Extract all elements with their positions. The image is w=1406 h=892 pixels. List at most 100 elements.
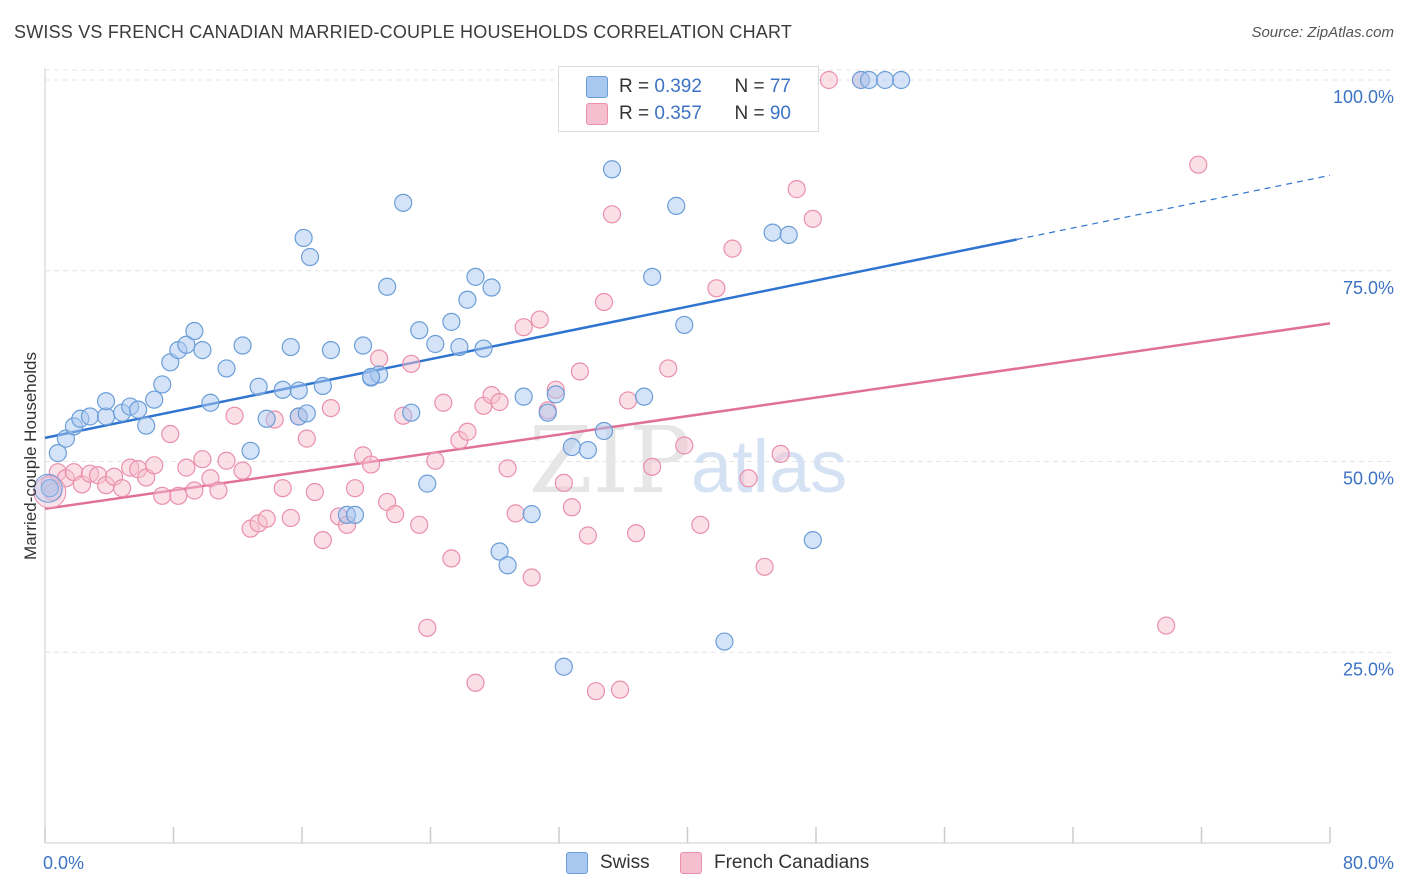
swiss-points <box>33 70 911 676</box>
french-canadians-point <box>562 498 581 517</box>
axes <box>44 68 1331 844</box>
swiss-point <box>675 315 694 335</box>
swiss-point <box>538 403 557 422</box>
french-canadians-point <box>723 239 742 258</box>
french-canadians-point <box>209 481 228 500</box>
french-canadians-point <box>490 392 509 412</box>
swiss-point <box>474 339 493 358</box>
swiss-swatch <box>566 852 588 874</box>
french-canadians-swatch <box>586 103 608 125</box>
swiss-point <box>361 367 381 386</box>
french-canadians-point <box>345 479 365 498</box>
r-value: 0.357 <box>654 103 702 124</box>
n-label: N = <box>734 76 770 97</box>
french-canadians-point <box>1189 155 1208 174</box>
french-canadians-point <box>691 515 710 534</box>
source-credit: Source: ZipAtlas.com <box>1251 24 1394 41</box>
swiss-point <box>193 341 212 360</box>
swiss-point <box>217 359 236 378</box>
swiss-point <box>426 334 445 354</box>
french-canadians-point <box>169 486 188 505</box>
swiss-point <box>514 387 533 406</box>
n-label: N = <box>734 103 770 124</box>
swiss-point <box>129 400 148 419</box>
legend-item-swiss[interactable]: Swiss <box>566 852 650 874</box>
french-canadians-point <box>193 450 212 469</box>
swiss-point <box>394 193 413 212</box>
swiss-point <box>803 530 822 550</box>
french-canadians-point <box>530 310 549 329</box>
swiss-point <box>418 474 437 493</box>
grid-lines <box>45 69 1394 653</box>
french-canadians-point <box>281 508 300 528</box>
french-canadians-point <box>626 524 646 543</box>
french-canadians-point <box>514 318 533 337</box>
y-tick-label: 100.0% <box>1333 87 1394 107</box>
french-canadians-point <box>273 479 292 498</box>
swiss-point <box>281 337 300 357</box>
swiss-point <box>273 380 292 399</box>
french-canadians-point <box>145 456 164 475</box>
swiss-point <box>482 278 501 297</box>
swiss-point <box>892 70 911 90</box>
french-canadians-point <box>185 481 204 500</box>
r-label: R = <box>619 76 655 97</box>
swiss-point <box>546 385 565 404</box>
swiss-point <box>294 228 313 248</box>
french-canadians-point <box>506 504 525 523</box>
swiss-point <box>345 505 365 525</box>
swiss-point <box>578 440 598 460</box>
chart-title: SWISS VS FRENCH CANADIAN MARRIED-COUPLE … <box>14 22 793 42</box>
tick-labels: 25.0% 50.0% 75.0% 100.0% 0.0% 80.0% <box>43 87 1394 873</box>
swiss-point <box>498 556 517 575</box>
swiss-point <box>466 267 485 286</box>
swiss-point <box>667 196 686 215</box>
swiss-point <box>313 376 332 396</box>
french-canadians-point <box>522 568 541 587</box>
x-tick-label: 80.0% <box>1343 853 1394 873</box>
french-canadians-point <box>1157 616 1176 635</box>
french-canadians-point <box>586 682 606 701</box>
y-tick-label: 50.0% <box>1343 469 1394 489</box>
french-canadians-point <box>217 451 236 470</box>
french-canadians-point <box>434 393 453 412</box>
swiss-point <box>137 416 156 435</box>
swiss-point <box>96 392 116 411</box>
swiss-point <box>490 542 509 561</box>
french-canadians-swatch <box>680 852 702 874</box>
x-tick-label: 0.0% <box>43 853 84 873</box>
french-canadians-point <box>426 451 445 470</box>
stats-legend: R = 0.392 N = 77 R = 0.357 N = 90 <box>558 66 819 132</box>
n-value: 90 <box>769 103 791 124</box>
french-canadians-point <box>410 515 429 534</box>
french-canadians-point <box>787 180 806 199</box>
swiss-point <box>241 441 260 460</box>
french-canadians-point <box>305 482 324 502</box>
n-value: 77 <box>769 76 791 97</box>
legend-item-french-canadians[interactable]: French Canadians <box>680 852 869 874</box>
swiss-point <box>602 160 622 179</box>
french-canadians-point <box>570 362 589 381</box>
swiss-point <box>300 247 320 267</box>
french-canadians-point <box>418 618 437 637</box>
swiss-point <box>40 479 59 498</box>
french-canadians-point <box>442 549 461 568</box>
swiss-point <box>859 70 879 90</box>
french-canadians-point <box>675 436 694 455</box>
swiss-point <box>201 393 220 412</box>
swiss-point <box>715 632 734 651</box>
french-canadians-point <box>803 209 822 228</box>
french-canadians-point <box>594 292 614 312</box>
french-canadians-point <box>313 530 332 550</box>
swiss-swatch <box>586 76 608 98</box>
swiss-point <box>153 375 172 394</box>
swiss-point <box>145 390 164 409</box>
french-canadians-point <box>458 422 477 441</box>
french-canadians-point <box>554 473 573 492</box>
french-canadians-point <box>370 349 389 368</box>
swiss-point <box>297 404 316 423</box>
swiss-point <box>48 444 67 463</box>
legend-label-swiss: Swiss <box>600 852 650 873</box>
french-canadians-point <box>225 406 244 425</box>
swiss-point <box>96 407 116 426</box>
